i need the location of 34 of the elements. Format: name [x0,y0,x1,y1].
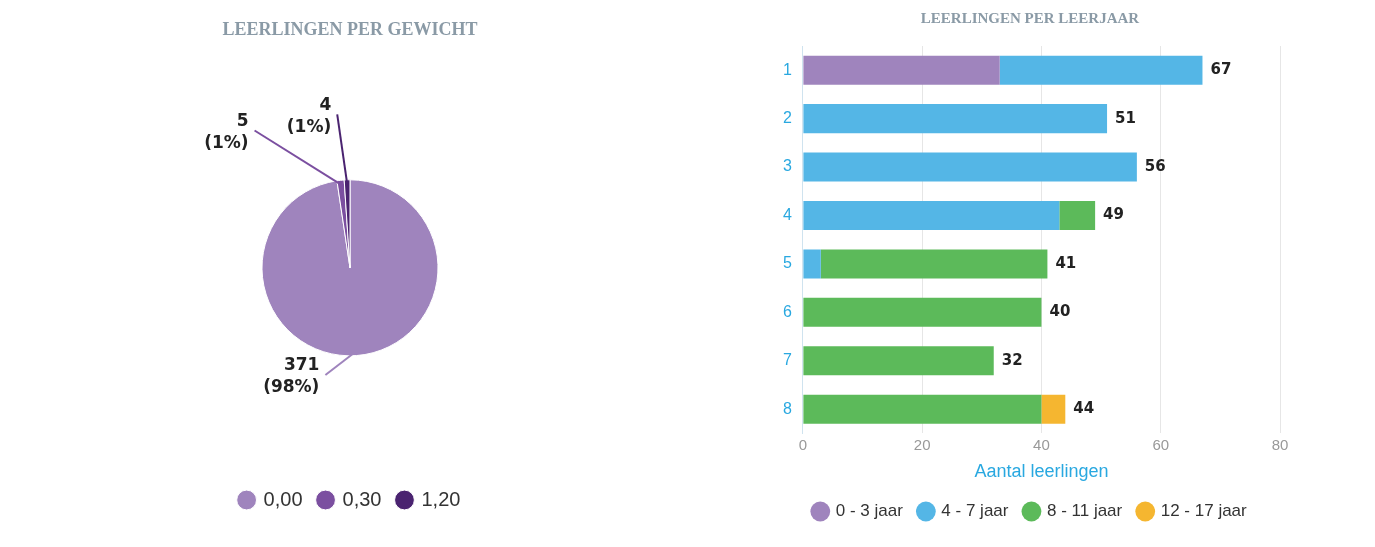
chart-title: LEERLINGEN PER LEERJAAR [920,9,1140,26]
y-tick-label: 6 [782,302,792,320]
y-tick-label: 3 [782,157,792,175]
y-tick-label: 2 [782,109,792,127]
legend-label: 4 - 7 jaar [941,501,1009,521]
x-axis-title: Aantal leerlingen [974,461,1109,482]
data-label: 4 (1%) [286,93,332,136]
y-tick-label: 4 [782,205,792,223]
legend-label: 0,30 [342,487,382,510]
y-tick-label: 1 [782,60,792,78]
x-tick-label: 40 [1033,435,1050,453]
total-label: 44 [1073,399,1095,418]
total-label: 32 [1001,350,1023,369]
data-label: 371 (98%) [263,354,320,397]
total-label: 40 [1049,302,1071,321]
y-tick-label: 8 [782,399,792,417]
chart-title: LEERLINGEN PER GEWICHT [222,19,478,40]
y-tick-label: 7 [782,351,792,369]
legend-label: 8 - 11 jaar [1046,501,1123,521]
legend-label: 0 - 3 jaar [835,501,904,521]
total-label: 49 [1103,205,1124,224]
total-label: 67 [1210,60,1232,79]
data-label: 5 (1%) [204,109,249,152]
legend-label: 12 - 17 jaar [1160,501,1248,521]
x-tick-label: 0 [798,435,808,453]
x-tick-label: 80 [1271,435,1289,453]
total-label: 51 [1115,108,1136,127]
x-tick-label: 60 [1152,435,1170,453]
legend-label: 1,20 [421,487,461,510]
legend-label: 0,00 [263,487,303,510]
x-tick-label: 20 [913,435,931,453]
total-label: 56 [1144,156,1166,175]
y-tick-label: 5 [782,254,792,272]
total-label: 41 [1055,253,1077,272]
